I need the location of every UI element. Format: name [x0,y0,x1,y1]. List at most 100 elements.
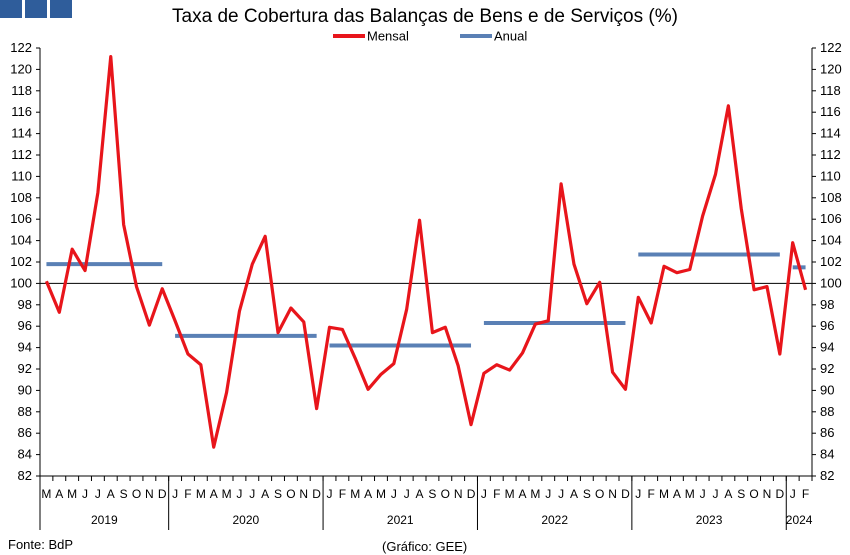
month-label: S [428,487,436,501]
month-label: J [95,487,101,501]
y-tick-label-right: 122 [820,40,842,55]
y-tick-label-left: 108 [10,190,32,205]
y-tick-label-left: 104 [10,233,32,248]
year-label: 2020 [233,513,260,527]
y-tick-label-left: 122 [10,40,32,55]
month-label: J [327,487,333,501]
logo-square [0,0,22,18]
month-label: J [481,487,487,501]
y-tick-label-right: 108 [820,190,842,205]
month-label: O [441,487,450,501]
y-tick-label-left: 120 [10,61,32,76]
y-tick-label-left: 100 [10,275,32,290]
y-tick-label-right: 120 [820,61,842,76]
month-label: O [749,487,758,501]
year-label: 2024 [786,513,813,527]
month-label: J [391,487,397,501]
logo [0,0,72,18]
month-label: S [120,487,128,501]
y-tick-label-right: 94 [820,340,834,355]
month-label: F [802,487,809,501]
month-label: A [416,487,424,501]
series-mensal [44,54,808,449]
year-label: 2023 [696,513,723,527]
y-tick-label-left: 88 [18,404,32,419]
month-label: A [55,487,63,501]
y-tick-label-right: 84 [820,447,834,462]
month-label: A [570,487,578,501]
y-tick-label-left: 118 [11,83,32,98]
source-note: Fonte: BdP [8,537,74,552]
y-tick-label-right: 88 [820,404,834,419]
chart-title: Taxa de Cobertura das Balanças de Bens e… [172,6,678,27]
month-label: S [583,487,591,501]
y-tick-label-left: 96 [18,318,32,333]
legend: Mensal Anual [333,29,527,44]
month-label: D [158,487,167,501]
axes [39,48,813,477]
month-label: F [339,487,346,501]
y-tick-label-right: 114 [820,126,841,141]
month-label: N [299,487,308,501]
y-tick-label-right: 116 [820,104,841,119]
y-tick-label-right: 104 [820,233,842,248]
month-label: M [530,487,540,501]
month-label: A [107,487,115,501]
y-tick-label-right: 106 [820,211,842,226]
y-tick-label-left: 106 [10,211,32,226]
month-label: D [775,487,784,501]
y-tick-label-right: 102 [820,254,842,269]
month-label: A [210,487,218,501]
y-tick-label-left: 94 [18,340,32,355]
month-label: O [132,487,141,501]
credit-note: (Gráfico: GEE) [382,539,468,554]
month-label: M [222,487,232,501]
y-tick-label-right: 96 [820,318,834,333]
month-label: N [763,487,772,501]
y-tick-label-right: 92 [820,361,834,376]
month-label: M [350,487,360,501]
month-label: J [404,487,410,501]
y-tick-label-right: 118 [820,83,841,98]
y-tick-label-right: 90 [820,382,834,397]
y-tick-label-right: 98 [820,297,834,312]
tick-marks: 82 82 84 84 86 86 88 88 90 90 92 92 94 94 96 96 98 98 100 1… [10,40,841,483]
legend-label: Anual [494,29,527,44]
month-label: A [724,487,732,501]
month-label: J [249,487,255,501]
y-tick-label-left: 90 [18,382,32,397]
month-label: J [790,487,796,501]
month-label: D [621,487,630,501]
y-tick-label-left: 102 [10,254,32,269]
month-label: J [558,487,564,501]
year-label: 2022 [541,513,568,527]
month-label: S [274,487,282,501]
y-tick-label-left: 110 [11,168,32,183]
y-tick-label-left: 82 [18,468,32,483]
month-label: J [236,487,242,501]
month-label: A [518,487,526,501]
month-label: M [685,487,695,501]
month-label: D [467,487,476,501]
month-label: J [82,487,88,501]
month-label: N [608,487,617,501]
logo-square [50,0,72,18]
month-label: J [545,487,551,501]
month-label: A [673,487,681,501]
month-label: J [700,487,706,501]
y-tick-label-left: 114 [11,126,32,141]
month-label: N [454,487,463,501]
y-tick-label-right: 110 [820,168,841,183]
month-label: F [184,487,191,501]
month-label: O [286,487,295,501]
logo-square [25,0,47,18]
month-label: M [505,487,515,501]
y-tick-label-left: 116 [11,104,32,119]
series-anual [46,252,806,348]
mensal-line [44,54,808,449]
month-label: M [659,487,669,501]
month-label: J [635,487,641,501]
month-label: J [172,487,178,501]
y-tick-label-right: 82 [820,468,834,483]
